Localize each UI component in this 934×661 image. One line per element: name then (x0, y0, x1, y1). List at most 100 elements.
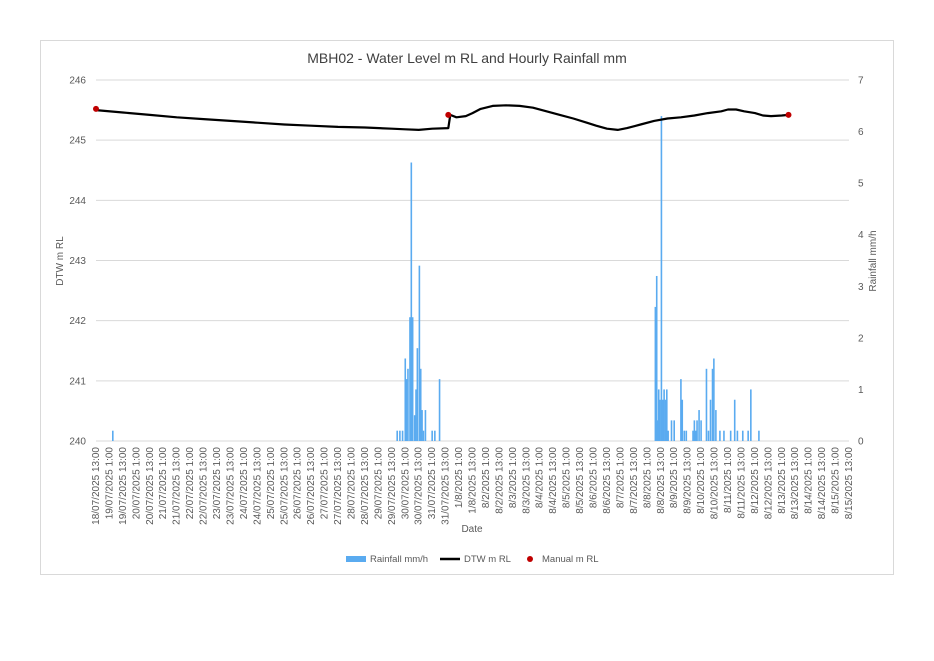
y-tick-right: 6 (858, 127, 864, 138)
y-tick-right: 0 (858, 437, 864, 448)
x-tick-label: 8/4/2025 13:00 (548, 447, 559, 514)
x-axis-ticks: 18/07/2025 13:00 19/07/2025 1:00 19/07/202… (91, 447, 855, 525)
rainfall-bar (434, 430, 436, 441)
y-tick-right: 3 (858, 282, 864, 293)
rainfall-bar (405, 379, 408, 441)
rainfall-bar (404, 358, 407, 441)
right-axis-ticks: 0 1 2 3 4 5 6 7 (858, 76, 864, 448)
x-tick-label: 8/15/2025 1:00 (831, 447, 842, 514)
x-tick-label: 22/07/2025 1:00 (185, 447, 196, 520)
rainfall-bar (663, 389, 665, 441)
x-tick-label: 8/6/2025 13:00 (602, 447, 613, 514)
x-tick-label: 21/07/2025 1:00 (158, 447, 169, 520)
rainfall-bar (421, 410, 423, 441)
x-tick-label: 8/2/2025 1:00 (481, 447, 492, 509)
x-tick-label: 8/5/2025 13:00 (575, 447, 586, 514)
x-tick-label: 1/8/2025 13:00 (468, 447, 479, 514)
x-tick-label: 26/07/2025 13:00 (306, 447, 317, 525)
y-tick-right: 1 (858, 385, 864, 396)
y-axis-label-right: Rainfall mm/h (868, 230, 879, 291)
rainfall-bar (401, 430, 404, 441)
gridlines (96, 79, 849, 442)
rainfall-bar (422, 430, 425, 441)
x-tick-label: 8/3/2025 13:00 (521, 447, 532, 514)
rainfall-bar (736, 430, 739, 441)
x-tick-label: 8/15/2025 13:00 (844, 447, 855, 520)
y-tick-left: 242 (69, 316, 86, 327)
rainfall-bar (700, 420, 702, 441)
x-tick-label: 8/3/2025 1:00 (508, 447, 519, 509)
x-tick-label: 8/7/2025 1:00 (615, 447, 626, 509)
rainfall-bar (713, 358, 715, 441)
x-tick-label: 19/07/2025 13:00 (118, 447, 129, 525)
manual-marker (93, 105, 99, 112)
rainfall-bar (698, 410, 700, 441)
rainfall-bar (694, 430, 697, 441)
y-tick-left: 241 (69, 376, 86, 387)
x-tick-label: 8/6/2025 1:00 (589, 447, 600, 509)
chart-frame (40, 40, 894, 575)
rainfall-bar (729, 430, 732, 441)
rainfall-bar (112, 430, 114, 441)
chart-title: MBH02 - Water Level m RL and Hourly Rain… (307, 50, 627, 66)
rainfall-bar (741, 430, 744, 441)
x-axis-label: Date (461, 524, 483, 535)
rainfall-bar (664, 399, 667, 441)
rainfall-bar (661, 399, 664, 441)
rainfall-bar (407, 368, 409, 441)
rainfall-bar (424, 410, 427, 441)
x-tick-label: 22/07/2025 13:00 (199, 447, 210, 525)
x-tick-label: 28/07/2025 1:00 (346, 447, 357, 520)
x-tick-label: 8/11/2025 1:00 (723, 447, 734, 513)
rainfall-bars (112, 116, 760, 441)
rainfall-bar (709, 399, 712, 441)
rainfall-bar (719, 430, 721, 441)
rainfall-bar (733, 399, 736, 441)
rainfall-bar (705, 368, 708, 441)
rainfall-bar (681, 399, 684, 441)
x-tick-label: 8/14/2025 1:00 (804, 447, 815, 514)
rainfall-bar (654, 306, 657, 441)
left-axis-ticks: 240 241 242 243 244 245 246 (69, 76, 86, 448)
rainfall-bar (410, 162, 413, 441)
y-tick-right: 4 (858, 230, 864, 241)
x-tick-label: 8/13/2025 1:00 (777, 447, 788, 514)
x-tick-label: 31/07/2025 13:00 (441, 447, 452, 525)
dtw-line (95, 104, 789, 131)
rainfall-bar (747, 430, 749, 441)
rainfall-bar (659, 399, 661, 441)
y-tick-left: 244 (69, 196, 86, 207)
y-tick-right: 5 (858, 179, 864, 190)
rainfall-bar (660, 116, 663, 441)
y-tick-left: 240 (69, 437, 86, 448)
x-tick-label: 18/07/2025 13:00 (91, 447, 102, 525)
rainfall-bar (409, 317, 411, 441)
manual-markers (93, 105, 792, 118)
x-tick-label: 8/2/2025 13:00 (494, 447, 505, 514)
rainfall-bar (657, 389, 660, 441)
rainfall-bar (715, 410, 717, 441)
x-tick-label: 28/07/2025 13:00 (360, 447, 371, 525)
y-tick-left: 246 (69, 76, 86, 87)
rainfall-bar (758, 430, 760, 441)
x-tick-label: 26/07/2025 1:00 (293, 447, 304, 520)
rainfall-bar (696, 420, 698, 441)
x-tick-label: 21/07/2025 13:00 (172, 447, 183, 525)
x-tick-label: 27/07/2025 13:00 (333, 447, 344, 525)
legend-label-rainfall: Rainfall mm/h (370, 554, 428, 565)
x-tick-label: 24/07/2025 13:00 (252, 447, 263, 525)
legend-label-manual: Manual m RL (542, 554, 599, 565)
x-tick-label: 30/07/2025 1:00 (400, 447, 411, 520)
x-tick-label: 23/07/2025 1:00 (212, 447, 223, 520)
rainfall-bar (416, 348, 419, 441)
x-tick-label: 8/10/2025 13:00 (710, 447, 721, 520)
x-tick-label: 8/12/2025 1:00 (750, 447, 761, 514)
x-tick-label: 8/13/2025 13:00 (790, 447, 801, 520)
x-tick-label: 23/07/2025 13:00 (225, 447, 236, 525)
rainfall-bar (419, 368, 422, 441)
rainfall-bar (670, 420, 673, 441)
x-tick-label: 8/7/2025 13:00 (629, 447, 640, 514)
rainfall-bar (692, 430, 694, 441)
rainfall-bar (666, 389, 668, 441)
rainfall-bar (656, 420, 659, 441)
